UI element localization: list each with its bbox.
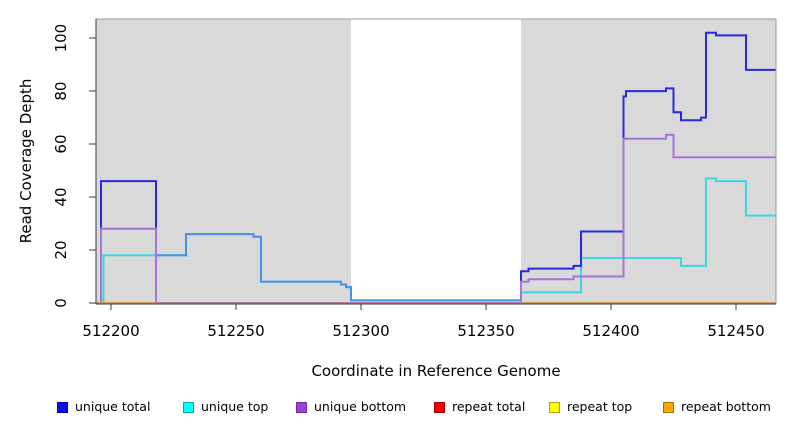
y-tick-label: 80 [52,82,70,101]
x-axis-title: Coordinate in Reference Genome [311,362,560,380]
y-tick-label: 40 [52,187,70,206]
legend-label: unique bottom [314,399,407,414]
y-tick-label: 20 [52,240,70,259]
legend-item-repeat-top: repeat top [549,399,632,415]
legend-item-unique-total: unique total [57,399,150,415]
unique-bottom-line [100,133,776,304]
legend-item-unique-bottom: unique bottom [296,399,406,415]
legend-item-repeat-bottom: repeat bottom [663,399,771,415]
legend-swatch-icon [57,401,68,413]
y-tick-label: 0 [52,298,70,308]
legend-label: repeat total [452,399,526,414]
legend-label: unique total [75,399,151,414]
highlight-band [351,19,521,303]
legend-swatch-icon [663,401,674,413]
coverage-chart: 512200 512250 512300 512350 512400 512450 0 20… [17,18,777,380]
y-axis-title: Read Coverage Depth [17,79,35,244]
legend-label: repeat bottom [681,399,771,414]
legend-swatch-icon [296,401,307,413]
legend-swatch-icon [434,401,445,413]
x-tick-label: 512300 [332,322,389,340]
y-axis: 0 20 40 60 80 100 [52,19,97,308]
y-tick-label: 60 [52,134,70,153]
x-tick-label: 512450 [707,322,764,340]
y-tick-label: 100 [52,24,70,53]
legend-swatch-icon [549,401,560,413]
unique-total-line-right [520,31,776,301]
x-tick-label: 512400 [582,322,639,340]
legend-item-repeat-total: repeat total [434,399,525,415]
unique-total-line-mid [156,233,521,302]
legend-label: unique top [201,399,269,414]
legend-swatch-icon [183,401,194,413]
x-tick-label: 512250 [207,322,264,340]
x-tick-label: 512350 [457,322,514,340]
x-axis: 512200 512250 512300 512350 512400 512450 [82,303,776,340]
x-tick-label: 512200 [82,322,139,340]
legend-label: repeat top [567,399,633,414]
legend-item-unique-top: unique top [183,399,268,415]
